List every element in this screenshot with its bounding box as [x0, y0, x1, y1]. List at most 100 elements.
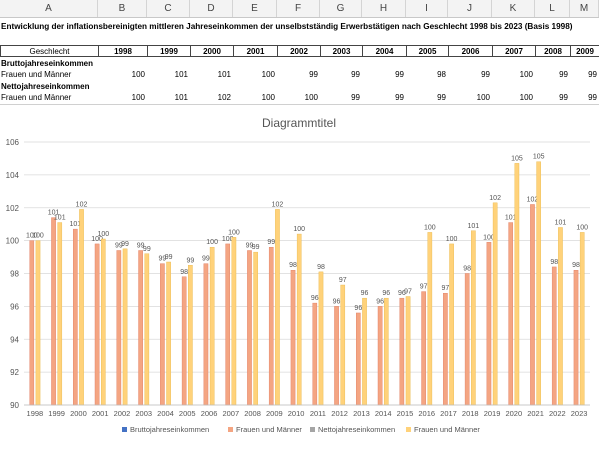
header-cell-year[interactable]: 2000: [190, 45, 233, 57]
data-label: 97: [339, 277, 347, 284]
bar-frauen-maenner-brutto: [551, 266, 557, 406]
column-header-c[interactable]: C: [147, 0, 190, 17]
column-header-j[interactable]: J: [448, 0, 492, 17]
x-tick-label: 2010: [288, 409, 305, 418]
section-label-brutto[interactable]: Bruttojahreseinkommen: [1, 59, 94, 68]
column-header-m[interactable]: M: [570, 0, 599, 17]
column-header-a[interactable]: A: [0, 0, 98, 17]
table-cell[interactable]: 99: [559, 93, 568, 102]
header-cell-year[interactable]: 2007: [492, 45, 535, 57]
column-header-i[interactable]: I: [406, 0, 448, 17]
column-header-b[interactable]: B: [98, 0, 147, 17]
table-cell[interactable]: 100: [261, 70, 275, 79]
chart-title: Diagrammtitel: [262, 116, 336, 130]
table-cell[interactable]: 98: [437, 70, 446, 79]
row-label[interactable]: Frauen und Männer: [1, 70, 72, 79]
bar-frauen-maenner-brutto: [334, 306, 339, 406]
data-label: 99: [137, 242, 145, 249]
bar-frauen-maenner-netto: [558, 227, 563, 406]
header-cell-year[interactable]: 2003: [320, 45, 362, 57]
data-label: 99: [252, 244, 260, 251]
sheet-title[interactable]: Entwicklung der inflationsbereinigten mi…: [1, 22, 573, 31]
data-label: 101: [54, 215, 66, 222]
table-cell[interactable]: 100: [131, 93, 145, 102]
header-cell-year[interactable]: 2002: [277, 45, 320, 57]
table-cell[interactable]: 100: [476, 93, 490, 102]
bar-frauen-maenner-netto: [79, 209, 84, 406]
y-tick-label: 98: [10, 270, 19, 279]
data-label: 101: [505, 215, 517, 222]
x-tick-label: 2002: [114, 409, 131, 418]
table-cell[interactable]: 99: [588, 93, 597, 102]
data-label: 100: [228, 229, 240, 236]
data-label: 98: [550, 259, 558, 266]
bar-frauen-maenner-netto: [514, 163, 520, 406]
header-cell-year[interactable]: 2008: [535, 45, 570, 57]
table-cell[interactable]: 100: [519, 70, 533, 79]
table-cell[interactable]: 99: [351, 93, 360, 102]
table-cell[interactable]: 101: [217, 70, 231, 79]
section-label-netto[interactable]: Nettojahreseinkommen: [1, 82, 90, 91]
table-cell[interactable]: 99: [309, 70, 318, 79]
column-header-l[interactable]: L: [535, 0, 570, 17]
table-cell[interactable]: 99: [437, 93, 446, 102]
data-label: 99: [143, 246, 151, 253]
data-label: 101: [468, 223, 480, 230]
data-label: 99: [202, 256, 210, 263]
chart-container[interactable]: Diagrammtitel 90 92 94 96 98 100 102 104 106 100 10…: [0, 104, 599, 451]
row-label[interactable]: Frauen und Männer: [1, 93, 72, 102]
x-tick-label: 2012: [331, 409, 348, 418]
column-header-g[interactable]: G: [320, 0, 362, 17]
table-cell[interactable]: 99: [395, 93, 404, 102]
bar-frauen-maenner-netto: [35, 240, 41, 406]
header-cell-year[interactable]: 1999: [147, 45, 190, 57]
column-header-k[interactable]: K: [492, 0, 535, 17]
header-cell-year[interactable]: 2009: [570, 45, 599, 57]
bar-frauen-maenner-brutto: [225, 243, 231, 406]
data-label: 97: [420, 284, 428, 291]
data-label: 100: [483, 234, 495, 241]
table-row-netto: Frauen und Männer 100 101 102 100 100 99 99 99 10…: [0, 92, 599, 104]
table-cell[interactable]: 99: [351, 70, 360, 79]
table-cell[interactable]: 99: [395, 70, 404, 79]
column-header-e[interactable]: E: [233, 0, 277, 17]
data-label: 100: [206, 239, 218, 246]
table-cell[interactable]: 100: [261, 93, 275, 102]
header-cell-year[interactable]: 2001: [233, 45, 277, 57]
data-label: 97: [404, 289, 412, 296]
column-header-f[interactable]: F: [277, 0, 320, 17]
column-header-d[interactable]: D: [190, 0, 233, 17]
data-label: 98: [289, 262, 297, 269]
table-cell[interactable]: 99: [481, 70, 490, 79]
bar-frauen-maenner-netto: [275, 209, 280, 406]
header-cell-year[interactable]: 1998: [98, 45, 147, 57]
bar-frauen-maenner-brutto: [247, 250, 252, 406]
legend-entry: Nettojahreseinkommen: [318, 425, 395, 434]
bar-frauen-maenner-brutto: [486, 242, 492, 406]
data-label: 96: [376, 298, 384, 305]
table-cell[interactable]: 102: [217, 93, 231, 102]
table-cell[interactable]: 100: [131, 70, 145, 79]
table-cell[interactable]: 101: [174, 70, 188, 79]
x-tick-label: 2008: [244, 409, 261, 418]
y-tick-label: 102: [6, 204, 20, 213]
chart-svg: Diagrammtitel909294969810010210410610010…: [6, 116, 590, 434]
y-tick-label: 106: [6, 138, 20, 147]
table-cell[interactable]: 99: [588, 70, 597, 79]
table-cell[interactable]: 99: [559, 70, 568, 79]
table-cell[interactable]: 100: [304, 93, 318, 102]
header-cell-year[interactable]: 2005: [406, 45, 448, 57]
column-header-h[interactable]: H: [362, 0, 406, 17]
table-cell[interactable]: 100: [519, 93, 533, 102]
header-cell-year[interactable]: 2006: [448, 45, 492, 57]
x-tick-label: 2021: [527, 409, 544, 418]
header-cell-geschlecht[interactable]: Geschlecht: [0, 45, 98, 57]
table-cell[interactable]: 101: [174, 93, 188, 102]
header-cell-year[interactable]: 2004: [362, 45, 406, 57]
data-label: 102: [272, 201, 284, 208]
bar-frauen-maenner-brutto: [73, 228, 78, 406]
x-tick-label: 2020: [505, 409, 522, 418]
bar-frauen-maenner-brutto: [268, 246, 274, 406]
bar-frauen-maenner-brutto: [51, 217, 56, 406]
